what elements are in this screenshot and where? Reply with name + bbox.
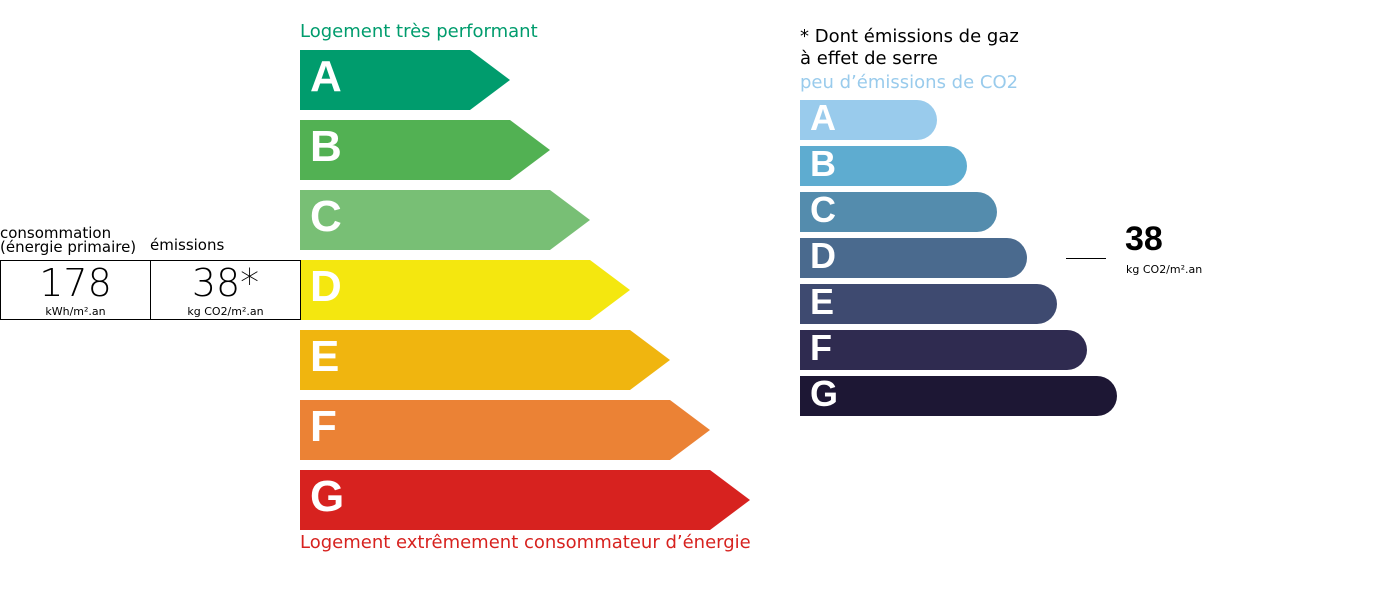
energy-class-letter: D: [310, 262, 342, 311]
emissions-unit: kg CO2/m².an: [187, 305, 264, 318]
emissions-label: émissions: [150, 236, 225, 254]
ges-class-d: D: [800, 235, 1027, 278]
ges-class-letter: A: [810, 97, 836, 138]
energy-class-letter: G: [310, 472, 345, 521]
consumption-value: 178: [39, 261, 112, 305]
indicator-line: [1066, 258, 1106, 259]
energy-class-g: G: [300, 470, 750, 530]
ges-class-g: G: [800, 373, 1117, 416]
energy-class-e: E: [300, 330, 670, 390]
ges-class-letter: G: [810, 373, 839, 414]
energy-class-a: A: [300, 50, 510, 110]
energy-class-letter: B: [310, 122, 342, 171]
energy-class-b: B: [300, 120, 550, 180]
ges-class-letter: D: [810, 235, 836, 276]
ges-note-line2: à effet de serre: [800, 48, 938, 69]
ges-class-e: E: [800, 281, 1057, 324]
energy-class-c: C: [300, 190, 590, 250]
energy-class-f: F: [300, 400, 710, 460]
consumption-box: 178 kWh/m².an: [0, 260, 151, 320]
ges-class-letter: F: [810, 327, 832, 368]
ges-class-b: B: [800, 143, 967, 186]
ges-class-letter: C: [810, 189, 836, 230]
energy-top-label: Logement très performant: [300, 21, 538, 42]
consumption-label-line1: consommation: [0, 224, 112, 242]
emissions-box: 38* kg CO2/m².an: [150, 260, 301, 320]
consumption-unit: kWh/m².an: [45, 305, 106, 318]
ges-class-letter: E: [810, 281, 835, 322]
ges-class-c: C: [800, 189, 997, 232]
ges-indicator-value: 38: [1125, 220, 1163, 258]
energy-class-letter: E: [310, 332, 340, 381]
ges-top-label: peu d’émissions de CO2: [800, 72, 1019, 93]
ges-class-a: A: [800, 97, 937, 140]
energy-class-letter: F: [310, 402, 337, 451]
consumption-label: consommation (énergie primaire): [0, 224, 137, 256]
ges-class-f: F: [800, 327, 1087, 370]
consumption-label-line2: (énergie primaire): [0, 238, 137, 256]
ges-note-line1: * Dont émissions de gaz: [800, 26, 1019, 47]
ges-indicator-unit: kg CO2/m².an: [1126, 263, 1203, 276]
energy-bottom-label: Logement extrêmement consommateur d’éner…: [300, 532, 751, 553]
energy-class-d: D: [300, 260, 630, 320]
energy-class-letter: A: [310, 52, 342, 101]
emissions-value: 38*: [191, 261, 260, 305]
ges-note: * Dont émissions de gaz à effet de serre: [800, 26, 1019, 70]
ges-class-letter: B: [810, 143, 836, 184]
energy-class-letter: C: [310, 192, 342, 241]
